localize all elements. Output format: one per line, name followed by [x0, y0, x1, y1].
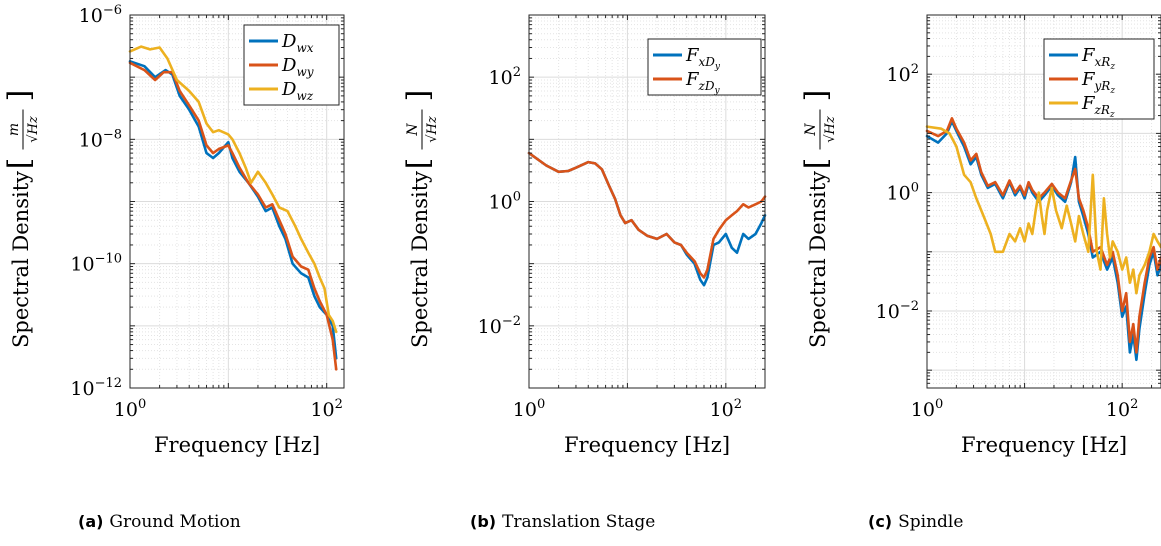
chart-a: 100 102 10−12 10−10 10−8 10−6 Frequency [Hz] Sp… [2, 3, 345, 457]
x-tick-label: 102 [710, 397, 742, 421]
legend-label-F_zRz: FzRz [1081, 93, 1115, 120]
series-line-D_wy [128, 61, 338, 371]
unit-bracket-left: [ [401, 158, 436, 170]
y-axis-label: Spectral Density [806, 171, 830, 348]
grid [528, 14, 765, 389]
x-tick-label: 102 [1106, 397, 1138, 421]
y-axis-unit: [] N √Hz [799, 90, 838, 170]
unit-bracket-left: [ [2, 158, 37, 170]
series-line-F_yRz [925, 117, 1161, 354]
y-tick-label: 102 [489, 65, 521, 89]
x-tick-label: 100 [513, 397, 545, 421]
unit-bracket-right: ] [401, 90, 436, 102]
unit-bracket-right: ] [2, 90, 37, 102]
y-tick-label: 10−2 [876, 299, 919, 323]
unit-denominator: √Hz [425, 116, 440, 143]
unit-bracket-right: ] [799, 90, 834, 102]
caption-c: (c) Spindle [868, 512, 964, 532]
unit-numerator: N [405, 123, 421, 137]
legend-label-F_zDy: FzDy [685, 69, 720, 96]
legend-label-F_xRz: FxRz [1081, 45, 1115, 72]
x-tick-label: 102 [310, 397, 342, 421]
series-line-F_zDy [527, 151, 767, 279]
y-tick-label: 100 [887, 181, 919, 205]
unit-numerator: N [803, 123, 819, 137]
unit-numerator: m [6, 123, 22, 136]
x-axis-label: Frequency [Hz] [961, 433, 1127, 457]
legend-box [647, 38, 762, 96]
caption-b: (b) Translation Stage [470, 512, 656, 532]
y-tick-label: 10−10 [70, 252, 122, 276]
legend-label-D_wx: Dwx [281, 31, 314, 55]
y-axis-label: Spectral Density [9, 171, 33, 348]
unit-denominator: √Hz [823, 116, 838, 143]
x-tick-label: 100 [114, 397, 146, 421]
legend-label-D_wy: Dwy [281, 55, 314, 79]
unit-bracket-left: [ [799, 158, 834, 170]
series-line-D_wz [128, 45, 338, 334]
y-tick-label: 10−8 [79, 127, 122, 151]
y-tick-label: 10−6 [79, 3, 122, 27]
legend-label-D_wz: Dwz [281, 79, 314, 103]
y-tick-label: 10−2 [478, 314, 521, 338]
y-tick-label: 10−12 [70, 376, 122, 400]
y-tick-label: 102 [887, 62, 919, 86]
chart-b: 100 102 10−2 100 102 Frequency [Hz] Spectral D… [401, 14, 767, 457]
y-axis-unit: [] N √Hz [401, 90, 440, 170]
caption-a: (a) Ground Motion [78, 512, 241, 532]
unit-denominator: √Hz [26, 116, 41, 143]
x-tick-label: 100 [911, 397, 943, 421]
legend-label-F_yRz: FyRz [1081, 69, 1115, 96]
series-line-F_zRz [925, 125, 1161, 295]
x-axis-label: Frequency [Hz] [564, 433, 730, 457]
y-axis-unit: [] m √Hz [2, 90, 41, 170]
y-tick-label: 100 [489, 190, 521, 214]
chart-c: 100 102 10−2 100 102 Frequency [Hz] Spectral D… [799, 14, 1161, 457]
x-axis-label: Frequency [Hz] [154, 433, 320, 457]
y-axis-label: Spectral Density [408, 171, 432, 348]
legend-label-F_xDy: FxDy [685, 45, 721, 72]
